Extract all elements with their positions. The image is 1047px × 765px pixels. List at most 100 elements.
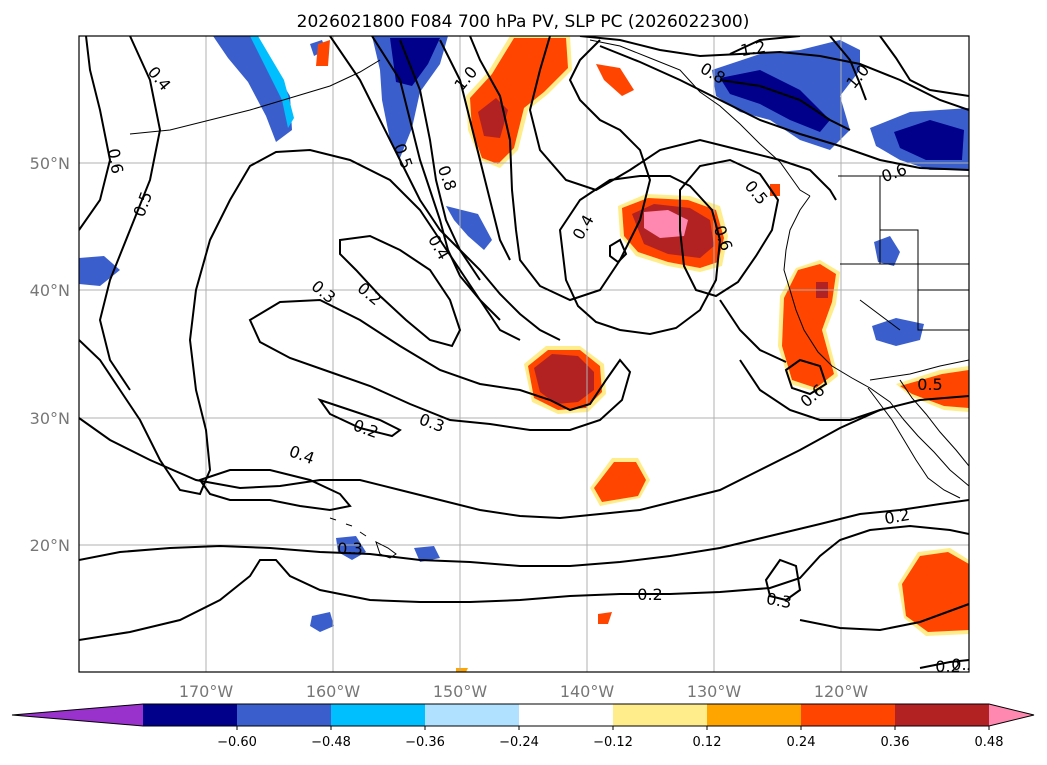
lon-label: 120°W bbox=[814, 682, 869, 701]
colorbar-swatch bbox=[331, 704, 426, 726]
pv-positive-region bbox=[900, 370, 969, 408]
colorbar-tick-label: −0.36 bbox=[405, 735, 445, 750]
pv-positive-region bbox=[596, 64, 634, 96]
colorbar-tick-label: −0.12 bbox=[593, 735, 633, 750]
colorbar-tick-label: 0.48 bbox=[975, 735, 1004, 750]
contour-line bbox=[739, 359, 881, 421]
contour-label: 0.3 bbox=[765, 589, 793, 612]
contour-line bbox=[558, 175, 722, 336]
pv-positive-region bbox=[316, 40, 330, 66]
pv-positive-region bbox=[534, 354, 594, 404]
contour-line bbox=[469, 36, 652, 302]
pv-shading bbox=[79, 36, 969, 672]
contour-line bbox=[339, 234, 462, 348]
lat-label: 40°N bbox=[30, 281, 70, 300]
contour-line bbox=[79, 36, 112, 231]
contour-line bbox=[719, 299, 787, 363]
coastline-baja bbox=[867, 387, 961, 499]
contour-label: 1.2 bbox=[739, 37, 767, 60]
contour-label: 0.6 bbox=[104, 147, 127, 175]
colorbar-swatch bbox=[613, 704, 708, 726]
pv-negative-region bbox=[250, 36, 294, 128]
colorbar-swatch bbox=[425, 704, 520, 726]
contour-line bbox=[799, 603, 969, 632]
colorbar-outline bbox=[11, 703, 1035, 727]
contour-line bbox=[919, 659, 969, 669]
pv-positive-region bbox=[594, 462, 646, 502]
pv-positive-region bbox=[456, 668, 468, 672]
lat-label: 50°N bbox=[30, 154, 70, 173]
coastline-na-west bbox=[783, 195, 969, 487]
colorbar-tick-label: 0.24 bbox=[787, 735, 816, 750]
colorbar-swatch bbox=[519, 704, 614, 726]
pv-negative-region bbox=[720, 70, 830, 132]
contour-line bbox=[729, 36, 801, 55]
contour-line bbox=[399, 39, 481, 281]
lon-label: 170°W bbox=[179, 682, 234, 701]
contour-line bbox=[79, 524, 969, 641]
pv-negative-region bbox=[446, 206, 492, 250]
contour-line bbox=[764, 558, 802, 602]
contour-line bbox=[528, 36, 837, 201]
lon-label: 150°W bbox=[433, 682, 488, 701]
colorbar-extend-max bbox=[989, 704, 1034, 726]
contour-line bbox=[79, 499, 969, 567]
contour-line bbox=[98, 36, 162, 391]
colorbar-swatch bbox=[895, 704, 990, 726]
contour-line bbox=[371, 36, 501, 321]
contours bbox=[79, 36, 969, 669]
pv-negative-region bbox=[872, 318, 924, 346]
coastline-hawaii bbox=[329, 517, 397, 559]
contour-line bbox=[599, 45, 969, 171]
lon-label: 140°W bbox=[560, 682, 615, 701]
figure-title: 2026021800 F084 700 hPa PV, SLP PC (2026… bbox=[297, 12, 750, 32]
contour-line bbox=[784, 358, 828, 396]
colorbar-swatch bbox=[707, 704, 802, 726]
contour-line bbox=[829, 36, 867, 101]
colorbar: −0.60 −0.48 −0.36 −0.24 −0.12 0.12 0.24 0.36 0.4… bbox=[11, 703, 1035, 750]
colorbar-tick-label: 0.12 bbox=[693, 735, 722, 750]
contour-line bbox=[317, 398, 402, 438]
colorbar-extend-min bbox=[12, 704, 143, 726]
graticule bbox=[79, 36, 969, 672]
pv-negative-region bbox=[213, 36, 292, 142]
colorbar-tick-label: −0.24 bbox=[499, 735, 539, 750]
contour-label: 0.2 bbox=[637, 585, 662, 604]
pv-negative-region bbox=[79, 256, 120, 286]
border-us-mexico bbox=[869, 359, 969, 381]
contour-line bbox=[198, 469, 352, 512]
contour-line bbox=[719, 79, 851, 131]
pv-negative-region bbox=[390, 38, 440, 86]
longitude-labels: 170°W 160°W 150°W 140°W 130°W 120°W bbox=[179, 682, 869, 701]
colorbar-tick-label: −0.60 bbox=[217, 735, 257, 750]
pv-negative-region bbox=[310, 612, 334, 632]
contour-line bbox=[79, 148, 521, 496]
contour-label: 0.2 bbox=[883, 505, 911, 528]
latitude-labels: 50°N 40°N 30°N 20°N bbox=[30, 154, 70, 555]
colorbar-swatch bbox=[237, 704, 332, 726]
pv-negative-region bbox=[414, 546, 440, 562]
map-frame bbox=[78, 35, 970, 673]
contour-line bbox=[609, 238, 628, 264]
colorbar-tick-label: −0.48 bbox=[311, 735, 351, 750]
pv-negative-region bbox=[894, 120, 964, 160]
coastline-gulf-ca bbox=[899, 379, 969, 467]
contour-line bbox=[439, 39, 511, 261]
pv-positive-region bbox=[902, 552, 969, 632]
contour-line bbox=[79, 395, 969, 520]
contour-line bbox=[679, 158, 780, 298]
colorbar-swatch bbox=[801, 704, 896, 726]
lat-label: 30°N bbox=[30, 409, 70, 428]
contour-label: 0.2 bbox=[935, 657, 960, 676]
contour-label: 0.5 bbox=[917, 375, 942, 394]
lon-label: 160°W bbox=[306, 682, 361, 701]
contour-line bbox=[329, 36, 561, 341]
pv-positive-region bbox=[598, 612, 612, 624]
contour-line bbox=[579, 36, 969, 111]
coastline-alaska bbox=[589, 39, 811, 197]
contour-line bbox=[879, 36, 969, 97]
lon-label: 130°W bbox=[687, 682, 742, 701]
border-states bbox=[840, 176, 969, 331]
colorbar-swatch bbox=[143, 704, 238, 726]
